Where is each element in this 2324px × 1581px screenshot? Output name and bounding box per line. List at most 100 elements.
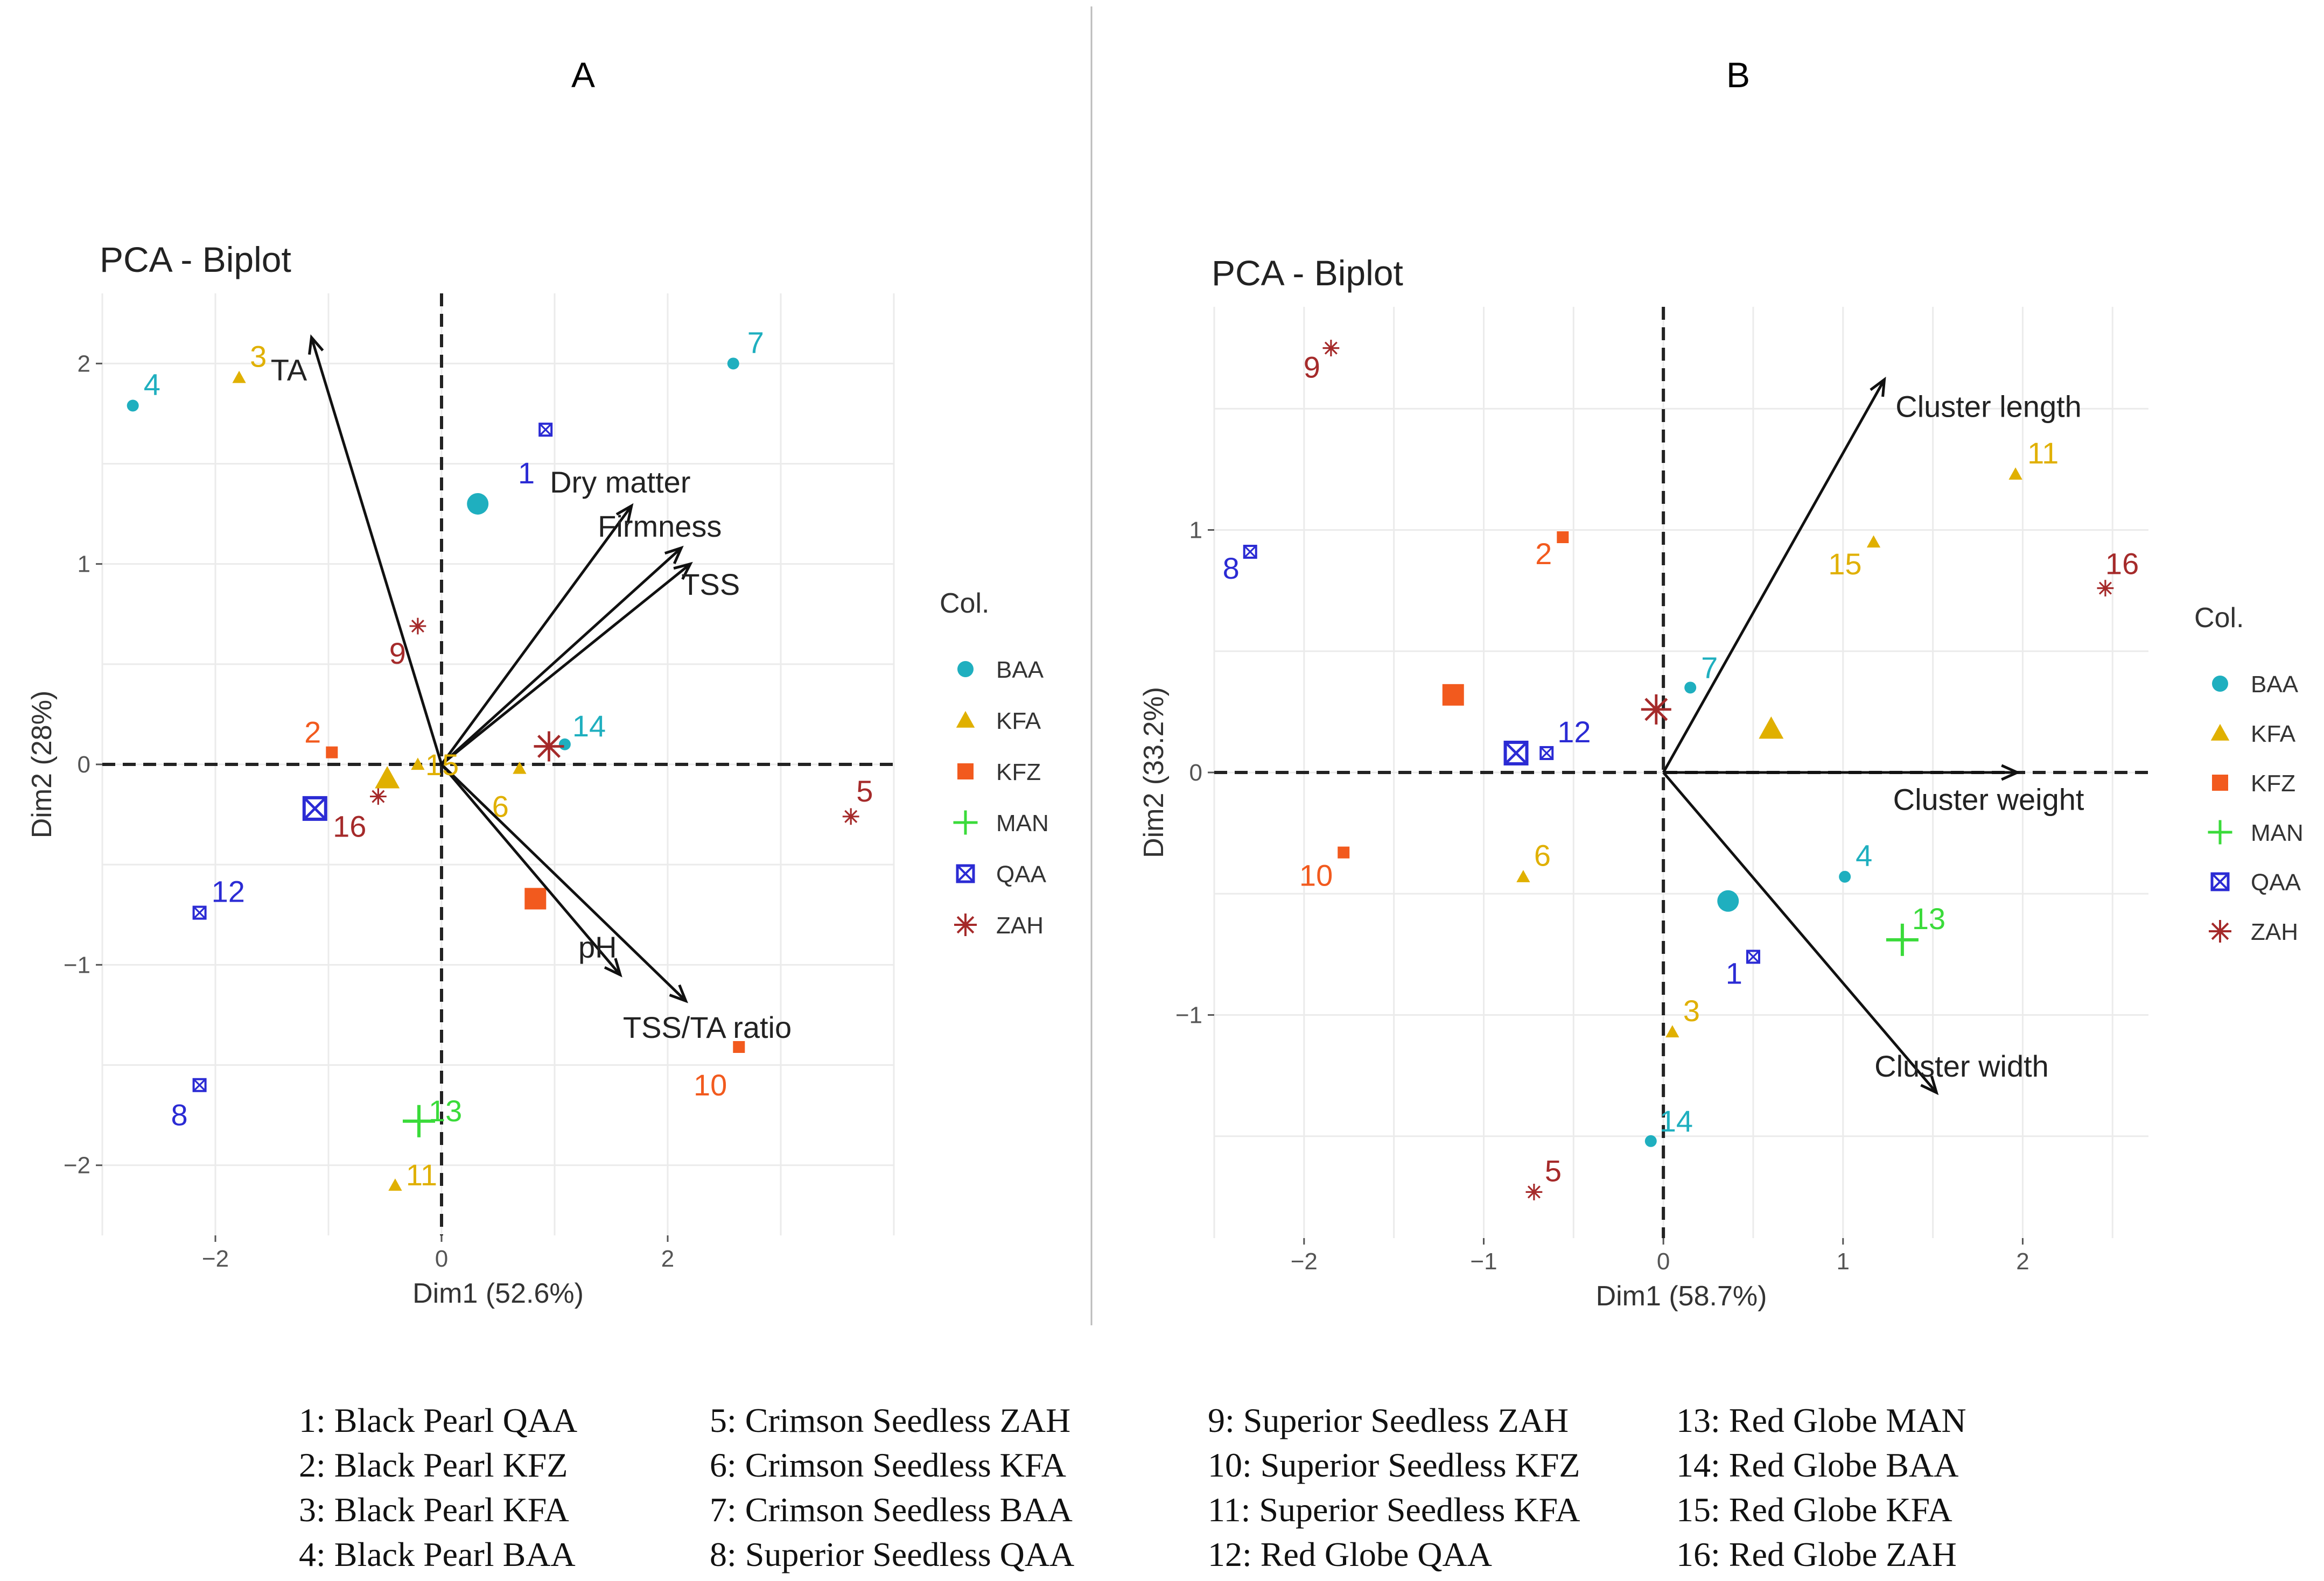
legend-item-baa: BAA bbox=[2212, 671, 2299, 698]
y-tick-label: −1 bbox=[1175, 1002, 1202, 1029]
arrow-cluster-weight bbox=[1663, 764, 2021, 781]
key-entry: 11: Superior Seedless KFA bbox=[1208, 1491, 1580, 1529]
axis-ticks: −2 −1 0 1 2−101 bbox=[1175, 517, 2029, 1275]
centroid-man bbox=[1886, 923, 1919, 956]
point-1 bbox=[538, 423, 553, 437]
y-tick-label: 0 bbox=[78, 751, 90, 778]
point-2 bbox=[326, 746, 338, 758]
key-entry: 1: Black Pearl QAA bbox=[299, 1401, 577, 1439]
point-label: 14 bbox=[572, 709, 606, 743]
plot-title: PCA - Biplot bbox=[100, 240, 291, 279]
point-label: 1 bbox=[1726, 956, 1742, 990]
point-label: 13 bbox=[1912, 902, 1945, 936]
panel-letter-a: A bbox=[571, 55, 595, 95]
point-12 bbox=[1539, 746, 1554, 760]
y-axis-title: Dim2 (33.2%) bbox=[1138, 687, 1170, 858]
y-tick-label: −2 bbox=[64, 1153, 90, 1179]
point-label: 15 bbox=[425, 748, 459, 782]
variety-key: 1: Black Pearl QAA 2: Black Pearl KFZ 3:… bbox=[299, 1401, 1966, 1573]
point-1 bbox=[1746, 950, 1760, 964]
centroid-kfz bbox=[1442, 684, 1464, 706]
point-label: 16 bbox=[333, 810, 366, 844]
x-tick-label: 0 bbox=[435, 1246, 448, 1272]
key-entry: 6: Crimson Seedless KFA bbox=[710, 1446, 1066, 1484]
point-6 bbox=[1516, 870, 1530, 882]
point-3 bbox=[232, 370, 246, 383]
legend-label: QAA bbox=[996, 861, 1047, 888]
point-12 bbox=[192, 905, 207, 920]
plot-title: PCA - Biplot bbox=[1212, 253, 1403, 293]
legend-item-qaa: QAA bbox=[2210, 869, 2301, 896]
point-8 bbox=[192, 1078, 207, 1092]
legend-label: ZAH bbox=[2251, 919, 2298, 945]
point-10 bbox=[733, 1041, 745, 1053]
arrow-cluster-length bbox=[1662, 376, 1886, 774]
point-5 bbox=[842, 808, 859, 825]
legend-label: ZAH bbox=[996, 912, 1044, 939]
centroid-man bbox=[403, 1105, 435, 1137]
y-tick-label: 0 bbox=[1189, 760, 1202, 786]
point-label: 2 bbox=[1535, 537, 1552, 571]
point-label: 15 bbox=[1828, 547, 1861, 581]
key-entry: 14: Red Globe BAA bbox=[1676, 1446, 1958, 1484]
variable-label: Cluster weight bbox=[1893, 783, 2084, 817]
point-label: 7 bbox=[1701, 650, 1718, 684]
key-entry: 16: Red Globe ZAH bbox=[1676, 1535, 1957, 1573]
legend-item-zah: ZAH bbox=[954, 912, 1044, 939]
legend-item-kfz: KFZ bbox=[2212, 770, 2295, 797]
point-label: 2 bbox=[304, 715, 321, 749]
legend-marker bbox=[953, 810, 978, 835]
arrow-tss bbox=[440, 561, 693, 765]
variable-label: TSS/TA ratio bbox=[623, 1010, 792, 1044]
legend-label: BAA bbox=[996, 657, 1044, 683]
x-axis-title: Dim1 (58.7%) bbox=[1596, 1281, 1767, 1312]
point-7 bbox=[727, 357, 739, 370]
point-label: 1 bbox=[518, 456, 535, 490]
legend-label: MAN bbox=[2251, 820, 2304, 846]
point-7 bbox=[1684, 681, 1697, 694]
legend-title: Col. bbox=[2194, 602, 2244, 634]
point-label: 10 bbox=[1299, 859, 1333, 893]
legend-a: Col. BAA KFA KFZ MAN QAA ZAH bbox=[940, 588, 1049, 939]
point-16 bbox=[2097, 580, 2114, 597]
centroid-kfa bbox=[375, 766, 400, 789]
key-entry: 4: Black Pearl BAA bbox=[299, 1535, 576, 1573]
point-2 bbox=[1557, 531, 1569, 543]
legend-label: MAN bbox=[996, 810, 1049, 837]
group-centroids bbox=[1442, 684, 1919, 956]
legend-marker bbox=[2212, 775, 2228, 791]
legend-marker bbox=[2210, 872, 2230, 891]
point-14 bbox=[558, 738, 571, 750]
legend-item-qaa: QAA bbox=[956, 861, 1047, 888]
point-14 bbox=[1644, 1135, 1657, 1147]
legend-item-baa: BAA bbox=[957, 657, 1044, 683]
arrow-tss-ta-ratio bbox=[440, 763, 689, 1003]
point-11 bbox=[388, 1178, 402, 1191]
point-15 bbox=[411, 757, 425, 770]
x-tick-label: 1 bbox=[1837, 1248, 1850, 1275]
point-label: 8 bbox=[1223, 551, 1240, 585]
point-label: 4 bbox=[144, 368, 160, 402]
key-entry: 7: Crimson Seedless BAA bbox=[710, 1491, 1073, 1529]
point-5 bbox=[1525, 1184, 1543, 1200]
centroid-zah bbox=[1641, 694, 1671, 725]
point-label: 5 bbox=[856, 774, 873, 808]
arrow-firmness bbox=[440, 545, 684, 765]
legend-marker bbox=[956, 711, 975, 728]
legend-item-man: MAN bbox=[2208, 820, 2304, 846]
legend-item-kfz: KFZ bbox=[957, 759, 1041, 785]
centroid-qaa bbox=[1503, 740, 1529, 765]
point-label: 12 bbox=[1557, 715, 1591, 749]
point-8 bbox=[1243, 545, 1257, 559]
point-4 bbox=[1839, 870, 1851, 883]
variable-label: TA bbox=[271, 353, 307, 387]
point-label: 10 bbox=[694, 1068, 727, 1102]
legend-label: KFZ bbox=[2251, 770, 2295, 797]
point-label: 11 bbox=[406, 1158, 437, 1192]
